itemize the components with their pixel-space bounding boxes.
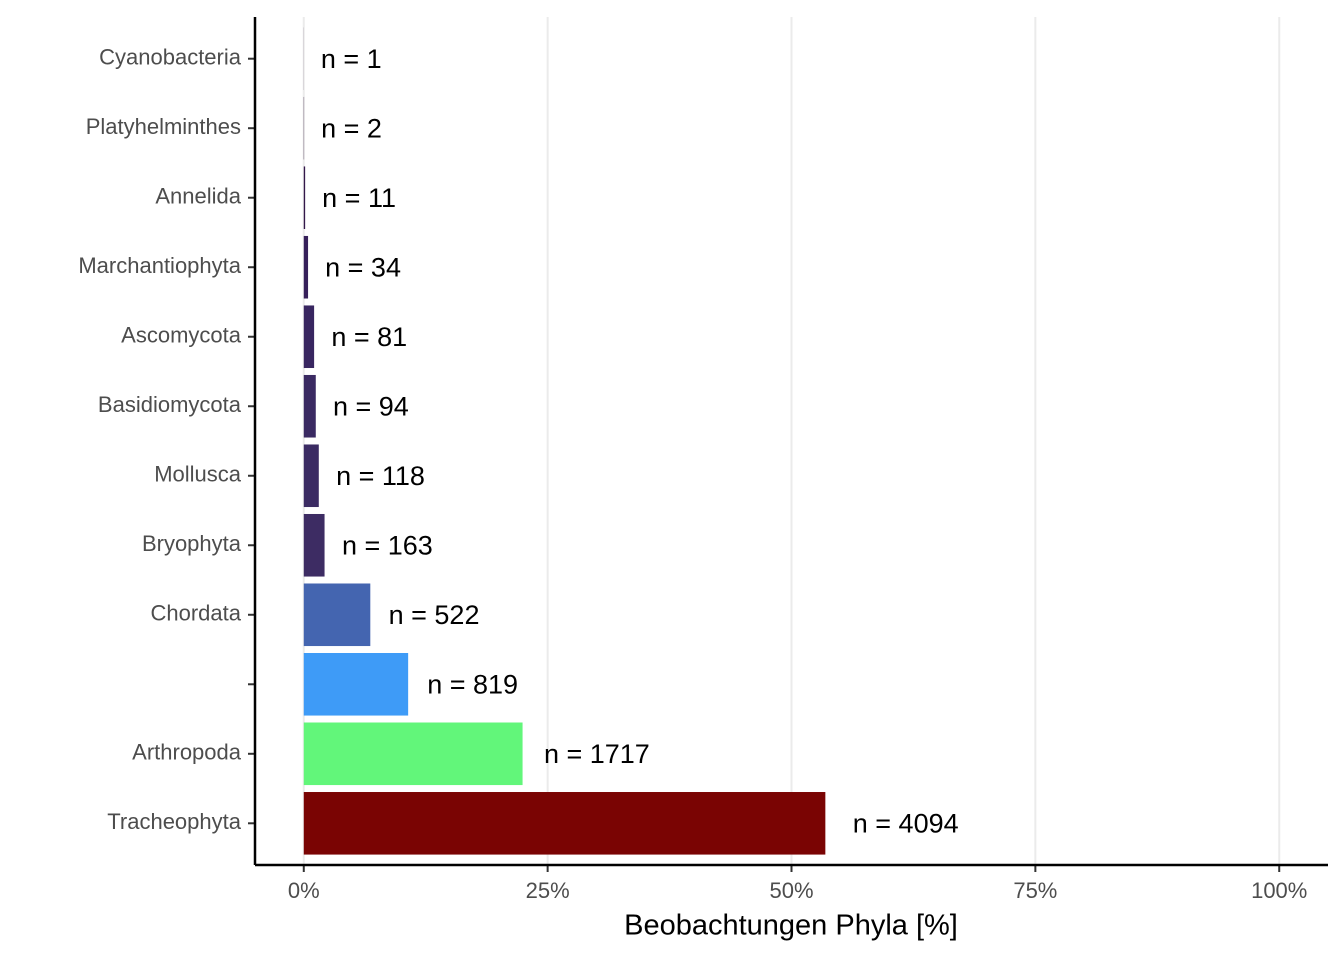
y-tick-label: Platyhelminthes [86,114,241,139]
value-label: n = 118 [336,461,425,491]
bar [303,374,316,438]
y-tick-label: Basidiomycota [98,392,242,417]
y-tick-label: Ascomycota [121,323,242,348]
value-label: n = 81 [331,322,407,352]
y-tick-label: Chordata [150,601,241,626]
value-label: n = 94 [333,391,409,421]
x-tick-label: 100% [1251,878,1307,903]
y-tick-label: Tracheophyta [107,809,241,834]
x-tick-label: 50% [769,878,813,903]
value-label: n = 34 [325,252,401,282]
value-label: n = 11 [322,183,396,213]
bar [303,235,309,299]
value-label: n = 522 [389,600,480,630]
x-axis-title: Beobachtungen Phyla [%] [624,910,958,942]
bar [303,653,409,716]
x-tick-label: 75% [1013,878,1057,903]
bar [303,305,315,369]
bar [303,166,306,229]
bar [303,722,523,786]
bar [303,792,826,855]
bar [303,583,371,647]
y-tick-label: Annelida [155,184,241,209]
x-tick-label: 25% [526,878,570,903]
y-tick-label: Arthropoda [132,740,242,765]
value-label: n = 163 [342,530,433,560]
value-label: n = 819 [427,669,518,699]
value-label: n = 1717 [544,739,650,769]
value-label: n = 1 [321,44,382,74]
bar [303,513,325,577]
y-tick-label: Bryophyta [142,531,242,556]
x-tick-label: 0% [288,878,320,903]
value-label: n = 4094 [853,808,959,838]
bar [303,444,319,508]
value-label: n = 2 [321,113,382,143]
y-tick-label: Cyanobacteria [99,45,242,70]
y-tick-label: Mollusca [154,462,242,487]
y-tick-label: Marchantiophyta [78,253,241,278]
